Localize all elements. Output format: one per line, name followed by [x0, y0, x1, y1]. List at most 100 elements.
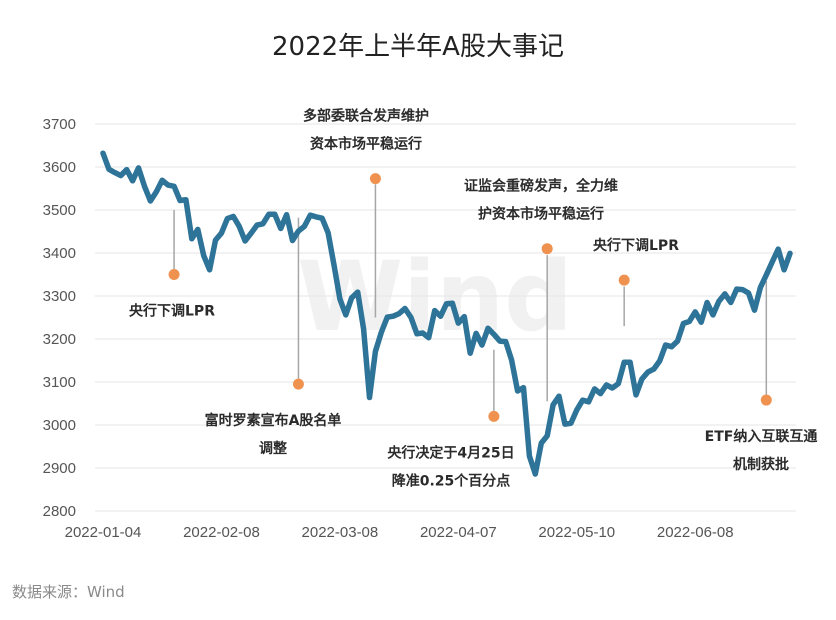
watermark: Wind — [297, 241, 573, 353]
data-point — [687, 319, 691, 323]
annotation-marker — [618, 274, 630, 286]
data-point — [196, 227, 200, 231]
annotation-label: 央行下调LPR — [129, 303, 215, 320]
data-point — [154, 190, 158, 194]
data-point — [587, 400, 591, 404]
data-point — [468, 351, 472, 355]
data-point — [362, 327, 366, 331]
data-point — [764, 273, 768, 277]
data-point — [314, 215, 318, 219]
data-point — [225, 217, 229, 221]
annotation-label: 央行决定于4月25日 — [387, 444, 514, 461]
data-point — [125, 168, 129, 172]
data-point — [510, 358, 514, 362]
annotation-label: 机制获批 — [733, 456, 789, 473]
data-point — [788, 251, 792, 255]
data-point — [741, 288, 745, 292]
data-point — [208, 268, 212, 272]
annotation-marker — [488, 410, 500, 422]
data-point — [190, 237, 194, 241]
annotation-label: 多部委联合发声维护 — [303, 108, 429, 125]
data-point — [243, 239, 247, 243]
data-point — [486, 326, 490, 330]
data-point — [516, 389, 520, 393]
data-point — [172, 184, 176, 188]
data-point — [101, 151, 105, 155]
data-point — [717, 299, 721, 303]
data-point — [581, 398, 585, 402]
y-tick-label: 3700 — [43, 116, 76, 133]
data-point — [231, 214, 235, 218]
data-point — [492, 332, 496, 336]
data-point — [652, 367, 656, 371]
data-point — [356, 290, 360, 294]
data-point — [320, 216, 324, 220]
data-point — [575, 408, 579, 412]
data-point — [616, 382, 620, 386]
data-point — [622, 360, 626, 364]
annotation-marker — [168, 269, 180, 280]
data-point — [267, 212, 271, 216]
y-tick-label: 3500 — [43, 202, 76, 219]
data-point — [409, 316, 413, 320]
x-tick-label: 2022-06-08 — [657, 524, 734, 541]
data-point — [137, 166, 141, 170]
data-point — [219, 231, 223, 235]
data-point — [658, 359, 662, 363]
annotation-label: 降准0.25个百分点 — [392, 472, 511, 489]
data-point — [279, 226, 283, 230]
data-point — [439, 314, 443, 318]
data-point — [184, 198, 188, 202]
data-point — [527, 454, 531, 458]
x-tick-label: 2022-01-04 — [65, 524, 142, 541]
data-point — [326, 231, 330, 235]
data-point — [131, 179, 135, 183]
data-point — [113, 171, 117, 175]
y-tick-label: 3000 — [43, 417, 76, 434]
data-point — [255, 223, 259, 227]
source-note: 数据来源：Wind — [12, 583, 125, 601]
data-point — [249, 231, 253, 235]
data-point — [107, 167, 111, 171]
data-point — [379, 330, 383, 334]
data-point — [711, 313, 715, 317]
data-point — [338, 297, 342, 301]
data-point — [782, 268, 786, 272]
data-point — [521, 386, 525, 390]
data-point — [214, 238, 218, 242]
data-point — [729, 300, 733, 304]
data-point — [498, 339, 502, 343]
annotation-label: 富时罗素宣布A股名单 — [205, 412, 342, 429]
data-point — [675, 339, 679, 343]
data-point — [723, 292, 727, 296]
data-point — [776, 247, 780, 251]
data-point — [770, 260, 774, 264]
data-point — [628, 360, 632, 364]
data-point — [344, 313, 348, 317]
data-point — [403, 306, 407, 310]
annotation-label: ETF纳入互联互通 — [705, 428, 818, 445]
data-point — [569, 421, 573, 425]
data-point — [758, 285, 762, 289]
data-point — [634, 393, 638, 397]
x-tick-label: 2022-04-07 — [420, 524, 497, 541]
data-point — [421, 331, 425, 335]
data-point — [598, 392, 602, 396]
data-point — [640, 377, 644, 381]
annotation-markers — [168, 173, 772, 422]
data-point — [693, 310, 697, 314]
data-point — [462, 315, 466, 319]
annotation-label: 证监会重磅发声，全力维 — [464, 178, 618, 195]
data-point — [332, 263, 336, 267]
x-tick-label: 2022-05-10 — [538, 524, 615, 541]
data-point — [539, 441, 543, 445]
data-point — [456, 321, 460, 325]
data-point — [681, 322, 685, 326]
data-point — [291, 239, 295, 243]
data-point — [350, 296, 354, 300]
data-point — [373, 349, 377, 353]
y-tick-label: 3200 — [43, 331, 76, 348]
annotation-marker — [541, 243, 553, 255]
data-point — [610, 386, 614, 390]
